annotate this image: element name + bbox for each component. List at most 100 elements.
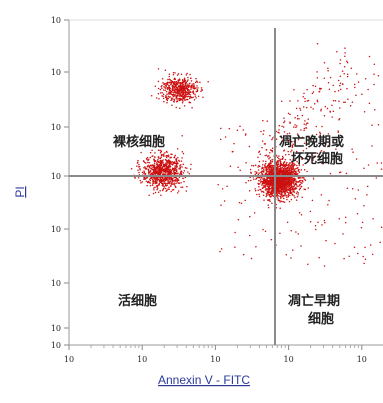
scatter-point <box>286 190 288 192</box>
scatter-point <box>309 157 311 159</box>
scatter-point <box>154 182 156 185</box>
scatter-point <box>305 127 308 129</box>
scatter-point <box>288 192 290 194</box>
scatter-point <box>245 133 247 135</box>
scatter-point <box>189 95 192 98</box>
scatter-point <box>163 85 165 88</box>
scatter-point <box>173 169 176 172</box>
scatter-point <box>148 158 150 160</box>
scatter-point <box>329 76 332 79</box>
scatter-point <box>164 187 167 190</box>
scatter-point <box>380 168 383 170</box>
scatter-point <box>320 149 323 152</box>
scatter-point <box>171 84 174 87</box>
scatter-point <box>290 257 292 259</box>
scatter-point <box>277 177 280 179</box>
scatter-point <box>149 167 151 169</box>
scatter-point <box>267 204 269 206</box>
scatter-point <box>174 185 177 188</box>
scatter-point <box>187 91 189 93</box>
scatter-point <box>174 81 177 83</box>
scatter-point <box>283 184 286 187</box>
scatter-point <box>319 87 321 90</box>
scatter-point <box>176 100 178 103</box>
scatter-point <box>285 169 288 171</box>
scatter-point <box>138 163 140 166</box>
scatter-point <box>341 83 344 85</box>
scatter-point <box>281 164 283 167</box>
scatter-point <box>281 170 284 172</box>
scatter-point <box>310 106 312 109</box>
scatter-point <box>287 183 289 186</box>
scatter-point <box>257 169 260 171</box>
scatter-point <box>306 122 309 125</box>
scatter-point <box>171 172 173 175</box>
scatter-point <box>257 189 259 191</box>
scatter-point <box>270 169 273 172</box>
scatter-point <box>153 187 155 189</box>
scatter-point <box>282 181 284 183</box>
scatter-point <box>176 98 179 100</box>
scatter-point <box>178 168 180 170</box>
scatter-point <box>271 167 274 169</box>
scatter-point <box>368 102 371 105</box>
scatter-point <box>291 161 293 164</box>
scatter-point <box>166 93 168 96</box>
scatter-point <box>155 177 157 180</box>
scatter-point <box>169 170 172 172</box>
scatter-point <box>280 100 283 102</box>
scatter-point <box>298 117 300 120</box>
scatter-point <box>282 157 285 159</box>
scatter-point <box>167 93 170 95</box>
scatter-point <box>348 255 350 258</box>
scatter-point <box>171 167 174 169</box>
scatter-point <box>157 166 159 169</box>
scatter-point <box>290 181 293 183</box>
scatter-point <box>154 180 156 183</box>
scatter-point <box>162 95 164 98</box>
scatter-point <box>311 92 314 95</box>
scatter-point <box>287 193 290 196</box>
scatter-point <box>283 197 285 200</box>
scatter-point <box>154 168 157 170</box>
scatter-point <box>153 188 155 191</box>
scatter-point <box>220 127 222 130</box>
scatter-point <box>269 180 271 182</box>
y-tick-label: 10 <box>51 324 61 333</box>
scatter-point <box>351 101 354 103</box>
scatter-point <box>269 165 272 168</box>
scatter-point <box>271 137 274 139</box>
scatter-point <box>180 173 183 175</box>
scatter-point <box>176 161 178 164</box>
scatter-point <box>276 167 278 170</box>
scatter-point <box>303 178 306 180</box>
scatter-point <box>163 185 166 188</box>
scatter-point <box>280 135 283 138</box>
scatter-point <box>266 191 269 193</box>
y-tick-label: 10 <box>51 341 61 350</box>
scatter-point <box>294 187 297 189</box>
scatter-point <box>300 129 302 131</box>
scatter-point <box>281 125 283 128</box>
scatter-point <box>161 78 164 80</box>
scatter-point <box>371 145 373 147</box>
scatter-point <box>290 150 292 153</box>
scatter-point <box>357 252 359 255</box>
scatter-point <box>143 166 145 169</box>
scatter-point <box>185 74 188 76</box>
scatter-point <box>147 180 150 183</box>
scatter-point <box>175 170 178 172</box>
scatter-point <box>164 152 166 154</box>
scatter-point <box>287 186 289 189</box>
scatter-point <box>289 162 291 165</box>
scatter-point <box>304 97 306 100</box>
scatter-point <box>173 167 175 170</box>
scatter-point <box>163 83 165 85</box>
scatter-point <box>154 152 156 154</box>
scatter-point <box>286 167 289 170</box>
scatter-point <box>312 159 314 161</box>
scatter-point <box>159 157 162 160</box>
scatter-point <box>293 181 295 183</box>
scatter-point <box>271 160 274 163</box>
y-tick-label: 10 <box>51 68 61 77</box>
